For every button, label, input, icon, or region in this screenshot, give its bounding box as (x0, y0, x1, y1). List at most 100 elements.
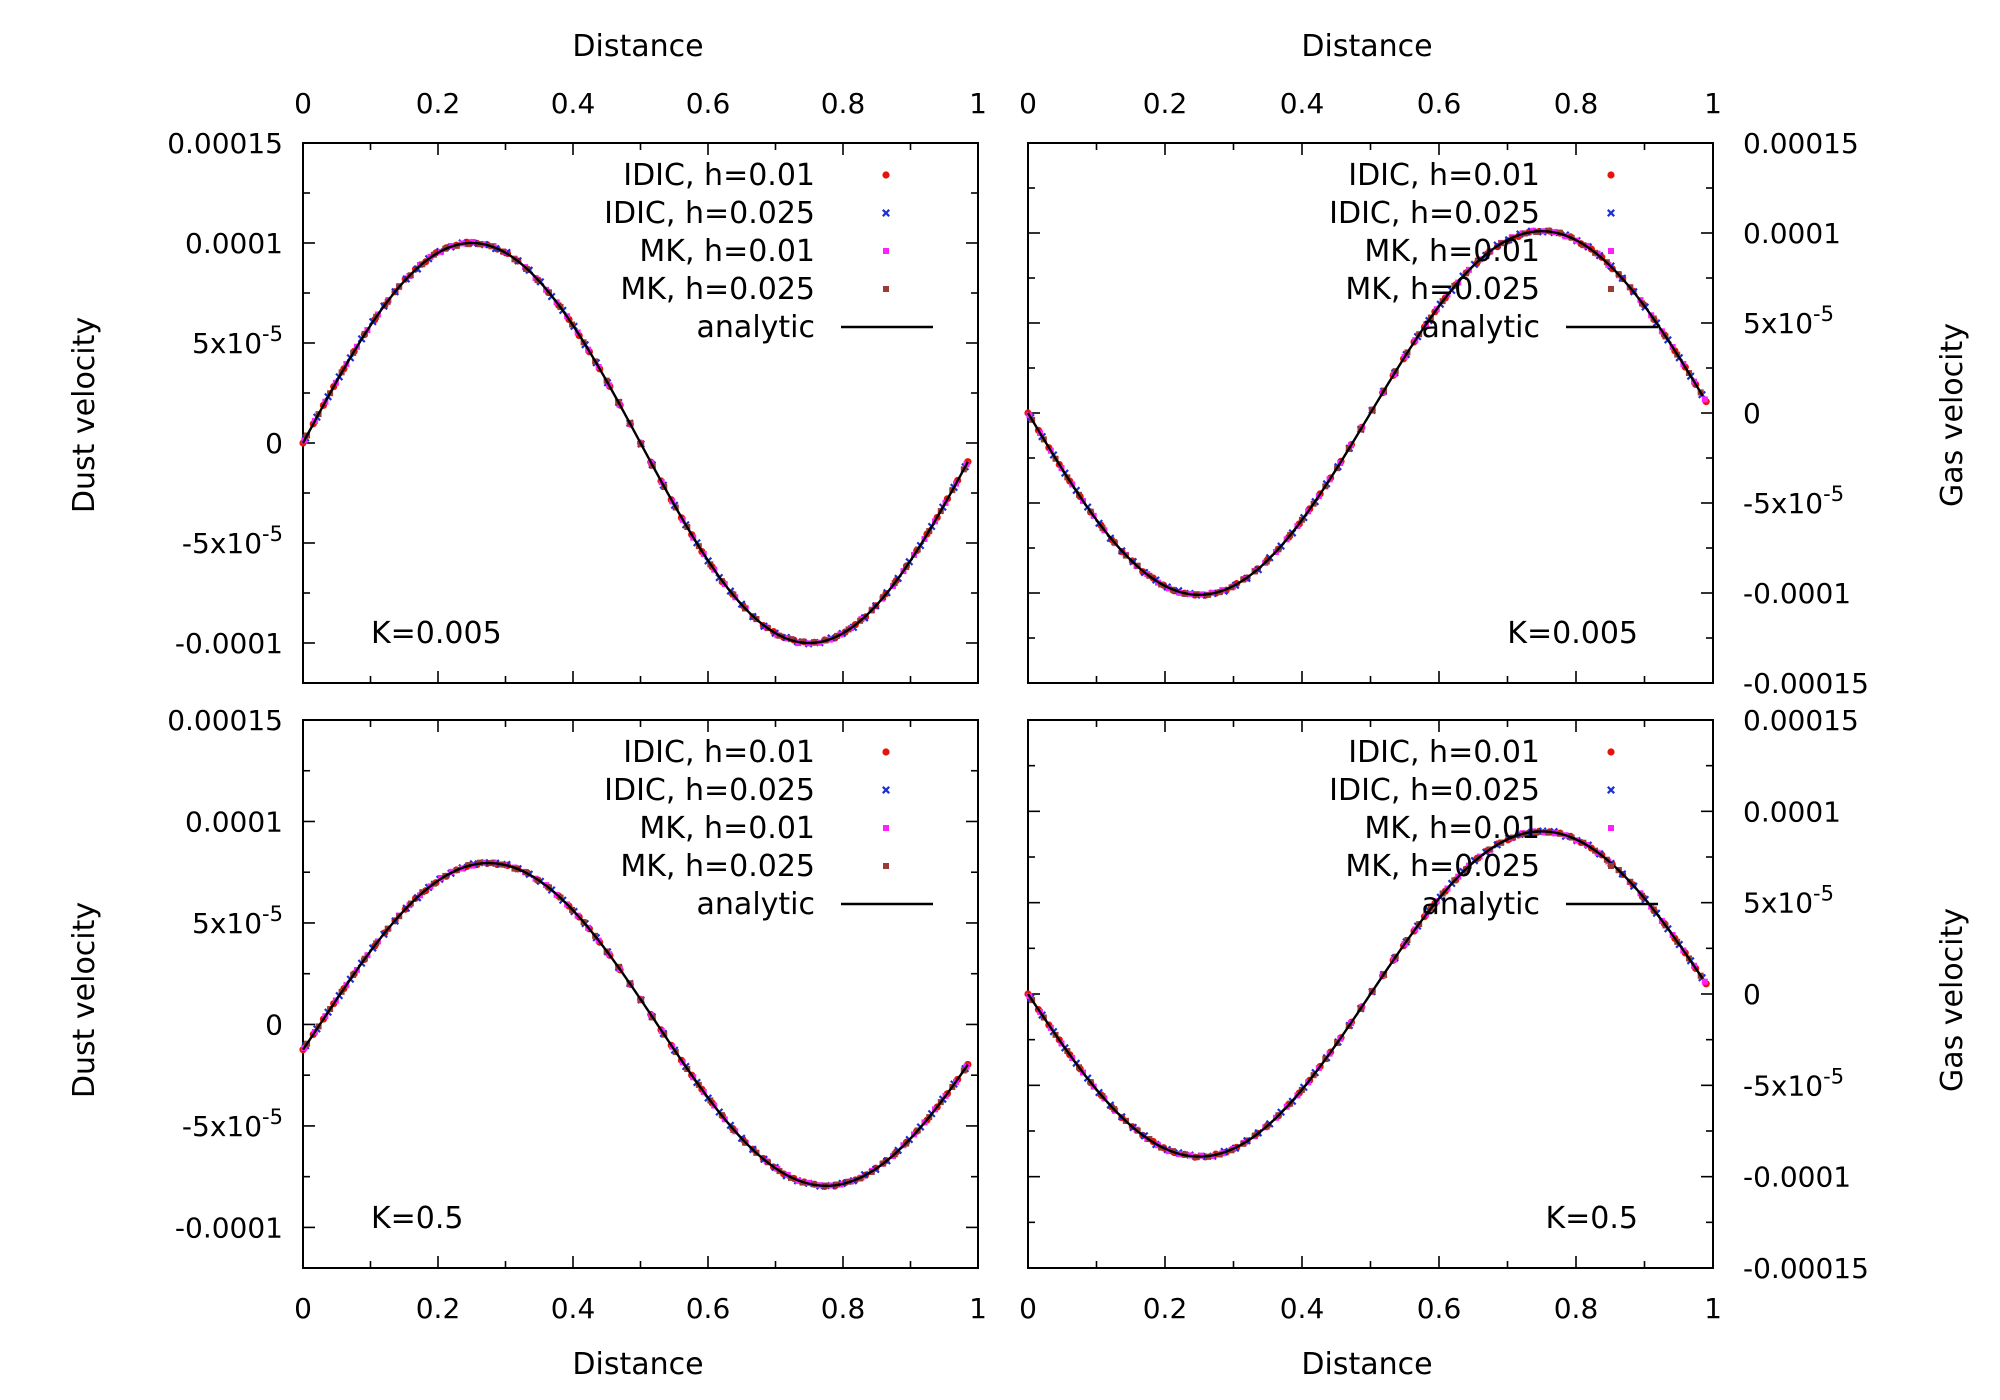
bottom-left-legend-label: MK, h=0.025 (620, 849, 815, 884)
bottom-right-y-tick-label: 0 (1743, 978, 1761, 1011)
bottom-right-x-tick-label: 0.6 (1417, 1292, 1462, 1325)
bottom-left-legend-marker-swatch (883, 825, 889, 831)
bottom-left-x-tick-label: 0.2 (416, 1292, 461, 1325)
bottom-left-y-tick-label: -0.0001 (175, 1211, 283, 1244)
top-left-y-tick-label: 0.00015 (167, 127, 283, 160)
bottom-right-y-tick-label: 0.0001 (1743, 795, 1841, 828)
bottom-right-y-tick-label: -0.00015 (1743, 1252, 1869, 1285)
bottom-right-y-tick-label-exponent: -5 (1823, 1064, 1844, 1088)
top-left-legend-marker-swatch (883, 248, 889, 254)
top-left-x-tick-label: 0.6 (686, 87, 731, 120)
top-right-y-tick-label: 0.0001 (1743, 217, 1841, 250)
top-left-y-tick-label-mantissa: 5x10 (192, 327, 262, 360)
bottom-right-x-tick-label: 0 (1019, 1292, 1037, 1325)
top-left-analytic-curve (301, 241, 969, 645)
bottom-right-x-axis-title: Distance (1301, 1347, 1432, 1382)
bottom-left-y-tick-label: 0.00015 (167, 704, 283, 737)
top-right-y-tick-label-mantissa: 0.00015 (1743, 127, 1859, 160)
top-left-annotation: K=0.005 (371, 616, 502, 651)
top-left-x-axis-title: Distance (572, 29, 703, 64)
bottom-right-y-tick-label: 0.00015 (1743, 704, 1859, 737)
bottom-left-y-tick-label-mantissa: -0.0001 (175, 1211, 283, 1244)
top-left-y-tick-label: -5x10-5 (182, 522, 283, 560)
bottom-right-x-tick-label: 0.2 (1143, 1292, 1188, 1325)
top-left-legend-label: IDIC, h=0.01 (623, 158, 815, 193)
top-right-legend-label: IDIC, h=0.01 (1348, 158, 1540, 193)
top-right-x-tick-label: 0.8 (1554, 87, 1599, 120)
top-left-x-tick-label: 0.2 (416, 87, 461, 120)
bottom-left-y-tick-label: 0 (265, 1008, 283, 1041)
top-left-y-tick-label-exponent: -5 (262, 322, 283, 346)
top-left-legend-marker-swatch (883, 286, 889, 292)
top-left-y-tick-label: 0.0001 (185, 227, 283, 260)
bottom-right-legend-label: MK, h=0.01 (1364, 811, 1540, 846)
top-left-legend-label: MK, h=0.025 (620, 272, 815, 307)
top-right-x-axis-title: Distance (1301, 29, 1432, 64)
top-right-data-point (1701, 396, 1708, 403)
bottom-right-legend-marker-swatch (1607, 786, 1615, 794)
bottom-left-legend-marker-swatch (882, 748, 890, 756)
top-right-x-tick-label: 0.4 (1280, 87, 1325, 120)
bottom-left-y-axis-title: Dust velocity (67, 902, 102, 1098)
bottom-right-y-tick-label-mantissa: 0.00015 (1743, 704, 1859, 737)
top-right-legend-marker-swatch (1608, 286, 1614, 292)
top-right-y-tick-label-mantissa: -0.0001 (1743, 577, 1851, 610)
top-right-x-tick-label: 0.6 (1417, 87, 1462, 120)
bottom-right-legend-marker-swatch (1607, 748, 1615, 756)
bottom-left-y-tick-label-mantissa: 5x10 (192, 907, 262, 940)
panel-top-left: 0 0.2 0.4 0.6 0.8 10.000150.00015x10-50-5x10-… (167, 87, 987, 684)
bottom-right-annotation: K=0.5 (1545, 1201, 1638, 1236)
bottom-right-y-tick-label-mantissa: -5x10 (1743, 1069, 1823, 1102)
panel-bottom-left: 0 0.2 0.4 0.6 0.8 10.000150.00015x10-50-5x10-… (167, 704, 987, 1325)
top-right-y-axis-title: Gas velocity (1935, 323, 1970, 507)
top-right-x-tick-label: 1 (1704, 87, 1722, 120)
top-left-legend-label: IDIC, h=0.025 (604, 196, 815, 231)
bottom-left-x-tick-label: 0.4 (551, 1292, 596, 1325)
top-left-y-tick-label-mantissa: -5x10 (182, 527, 262, 560)
bottom-left-legend-marker-swatch (882, 786, 890, 794)
bottom-right-y-tick-label-exponent: -5 (1813, 882, 1834, 906)
bottom-left-analytic-curve (302, 861, 969, 1188)
panel-top-right: 0 0.2 0.4 0.6 0.8 10.000150.00015x10-50-5x10-… (1019, 87, 1869, 700)
bottom-right-legend-label: MK, h=0.025 (1345, 849, 1540, 884)
top-left-x-tick-label: 1 (969, 87, 987, 120)
top-right-legend-label: MK, h=0.01 (1364, 234, 1540, 269)
top-left-legend-marker-swatch (882, 171, 890, 179)
bottom-right-y-tick-label-mantissa: 5x10 (1743, 887, 1813, 920)
top-left-x-tick-label: 0.8 (821, 87, 866, 120)
bottom-right-y-tick-label: 5x10-5 (1743, 882, 1834, 920)
bottom-left-y-tick-label-mantissa: 0.0001 (185, 805, 283, 838)
bottom-right-x-tick-label: 0.4 (1280, 1292, 1325, 1325)
top-left-y-tick-label-mantissa: 0 (265, 427, 283, 460)
bottom-right-y-tick-label-mantissa: 0 (1743, 978, 1761, 1011)
bottom-left-y-tick-label-mantissa: 0 (265, 1008, 283, 1041)
top-left-legend-marker-swatch (882, 209, 890, 217)
bottom-right-y-tick-label-mantissa: -0.0001 (1743, 1161, 1851, 1194)
bottom-left-y-tick-label: -5x10-5 (182, 1105, 283, 1143)
top-right-legend-marker-swatch (1607, 209, 1615, 217)
bottom-right-x-tick-label: 1 (1704, 1292, 1722, 1325)
top-left-y-tick-label-mantissa: -0.0001 (175, 627, 283, 660)
top-left-y-tick-label: 0 (265, 427, 283, 460)
top-right-y-tick-label: -0.0001 (1743, 577, 1851, 610)
bottom-left-y-tick-label-mantissa: -5x10 (182, 1110, 262, 1143)
bottom-left-legend-label: IDIC, h=0.01 (623, 735, 815, 770)
top-right-legend-label: analytic (1422, 310, 1540, 345)
top-right-legend-label: MK, h=0.025 (1345, 272, 1540, 307)
bottom-right-data-point (1701, 978, 1708, 985)
bottom-left-y-tick-label-exponent: -5 (262, 1105, 283, 1129)
top-right-y-tick-label: 0.00015 (1743, 127, 1859, 160)
top-right-y-tick-label-mantissa: 0.0001 (1743, 217, 1841, 250)
bottom-left-legend-label: MK, h=0.01 (639, 811, 815, 846)
bottom-left-x-tick-label: 1 (969, 1292, 987, 1325)
top-left-legend-label: MK, h=0.01 (639, 234, 815, 269)
top-right-y-tick-label-exponent: -5 (1813, 302, 1834, 326)
bottom-left-x-tick-label: 0 (294, 1292, 312, 1325)
panel-bottom-right: 0 0.2 0.4 0.6 0.8 10.000150.00015x10-50-5x10-… (1019, 704, 1869, 1325)
top-left-y-tick-label-mantissa: 0.00015 (167, 127, 283, 160)
top-left-x-tick-label: 0.4 (551, 87, 596, 120)
top-left-legend-label: analytic (697, 310, 815, 345)
bottom-left-legend-label: IDIC, h=0.025 (604, 773, 815, 808)
bottom-left-x-tick-label: 0.6 (686, 1292, 731, 1325)
